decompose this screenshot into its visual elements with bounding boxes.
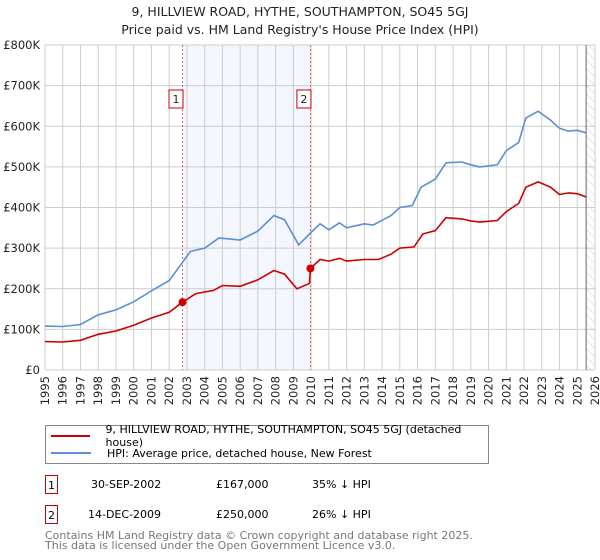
transaction-row: 1 30-SEP-2002 £167,000 35% ↓ HPI <box>45 475 545 495</box>
x-tick-label: 2009 <box>286 376 300 405</box>
annotation-label: 1 <box>173 93 180 106</box>
x-tick-label: 2010 <box>304 376 318 405</box>
x-tick-label: 2018 <box>446 376 460 405</box>
annotation-label: 2 <box>300 93 307 106</box>
x-tick-label: 2008 <box>269 376 283 405</box>
x-tick-label: 2003 <box>180 376 194 405</box>
x-tick-label: 2007 <box>251 376 265 405</box>
x-tick-label: 2022 <box>517 376 531 405</box>
legend-label: 9, HILLVIEW ROAD, HYTHE, SOUTHAMPTON, SO… <box>105 423 462 449</box>
x-tick-label: 2017 <box>428 376 442 405</box>
x-tick-label: 1996 <box>56 376 70 405</box>
legend-label: HPI: Average price, detached house, New … <box>107 446 372 460</box>
x-tick-label: 2016 <box>411 376 425 405</box>
x-tick-label: 2004 <box>198 376 212 405</box>
x-tick-label: 1998 <box>91 376 105 405</box>
x-tick-label: 1997 <box>73 376 87 405</box>
footer: Contains HM Land Registry data © Crown c… <box>45 529 473 552</box>
y-tick-label: £800K <box>3 38 40 52</box>
x-tick-label: 2014 <box>375 376 389 405</box>
property-price-line <box>44 181 587 343</box>
y-tick-label: £700K <box>3 79 40 93</box>
annotation-box <box>168 89 184 109</box>
x-tick-label: 2025 <box>570 376 584 405</box>
transaction-price: £250,000 <box>216 508 269 521</box>
transaction-hpi: 35% ↓ HPI <box>312 478 371 491</box>
sale-point <box>178 298 187 307</box>
x-tick-label: 2023 <box>535 376 549 405</box>
marker-badge: 2 <box>45 505 58 524</box>
transaction-date: 30-SEP-2002 <box>91 478 162 491</box>
y-tick-label: £400K <box>3 201 40 215</box>
legend-swatch-blue <box>51 452 91 454</box>
footer-line: Contains HM Land Registry data © Crown c… <box>45 529 473 542</box>
x-tick-label: 2011 <box>322 376 336 405</box>
y-tick-label: £600K <box>3 119 40 133</box>
x-tick-label: 2006 <box>233 376 247 405</box>
legend-item-property: 9, HILLVIEW ROAD, HYTHE, SOUTHAMPTON, SO… <box>46 423 488 449</box>
x-tick-label: 1995 <box>38 376 52 405</box>
y-tick-label: £0 <box>25 363 40 377</box>
x-tick-label: 2012 <box>340 376 354 405</box>
hpi-line <box>44 110 587 328</box>
y-tick-label: £200K <box>3 282 40 296</box>
price-chart: 1995 1996 1997 1998 1999 2000 2001 2002 2003 2004… <box>3 38 600 405</box>
x-tick-label: 2013 <box>357 376 371 405</box>
y-tick-label: £300K <box>3 241 40 255</box>
x-tick-label: 2021 <box>499 376 513 405</box>
x-tick-label: 2026 <box>588 376 600 405</box>
x-tick-label: 2001 <box>144 376 158 405</box>
footer-line: This data is licensed under the Open Gov… <box>45 539 396 552</box>
legend-item-hpi: HPI: Average price, detached house, New … <box>46 445 372 461</box>
chart-subtitle: Price paid vs. HM Land Registry's House … <box>121 22 479 37</box>
y-tick-label: £100K <box>3 322 40 336</box>
x-tick-label: 2015 <box>393 376 407 405</box>
transaction-row: 2 14-DEC-2009 £250,000 26% ↓ HPI <box>45 505 545 525</box>
y-tick-label: £500K <box>3 160 40 174</box>
x-tick-label: 2020 <box>482 376 496 405</box>
x-tick-label: 1999 <box>109 376 123 405</box>
annotation-box <box>296 89 312 109</box>
x-tick-label: 2024 <box>553 376 567 405</box>
sale-point <box>306 264 315 273</box>
legend-swatch-red <box>51 435 90 437</box>
chart-title: 9, HILLVIEW ROAD, HYTHE, SOUTHAMPTON, SO… <box>131 4 469 19</box>
x-tick-label: 2000 <box>127 376 141 405</box>
transaction-price: £167,000 <box>216 478 269 491</box>
x-tick-label: 2019 <box>464 376 478 405</box>
legend: 9, HILLVIEW ROAD, HYTHE, SOUTHAMPTON, SO… <box>45 423 489 464</box>
marker-badge: 1 <box>45 475 58 494</box>
x-tick-label: 2005 <box>215 376 229 405</box>
transaction-hpi: 26% ↓ HPI <box>312 508 371 521</box>
transaction-date: 14-DEC-2009 <box>88 508 162 521</box>
x-tick-label: 2002 <box>162 376 176 405</box>
